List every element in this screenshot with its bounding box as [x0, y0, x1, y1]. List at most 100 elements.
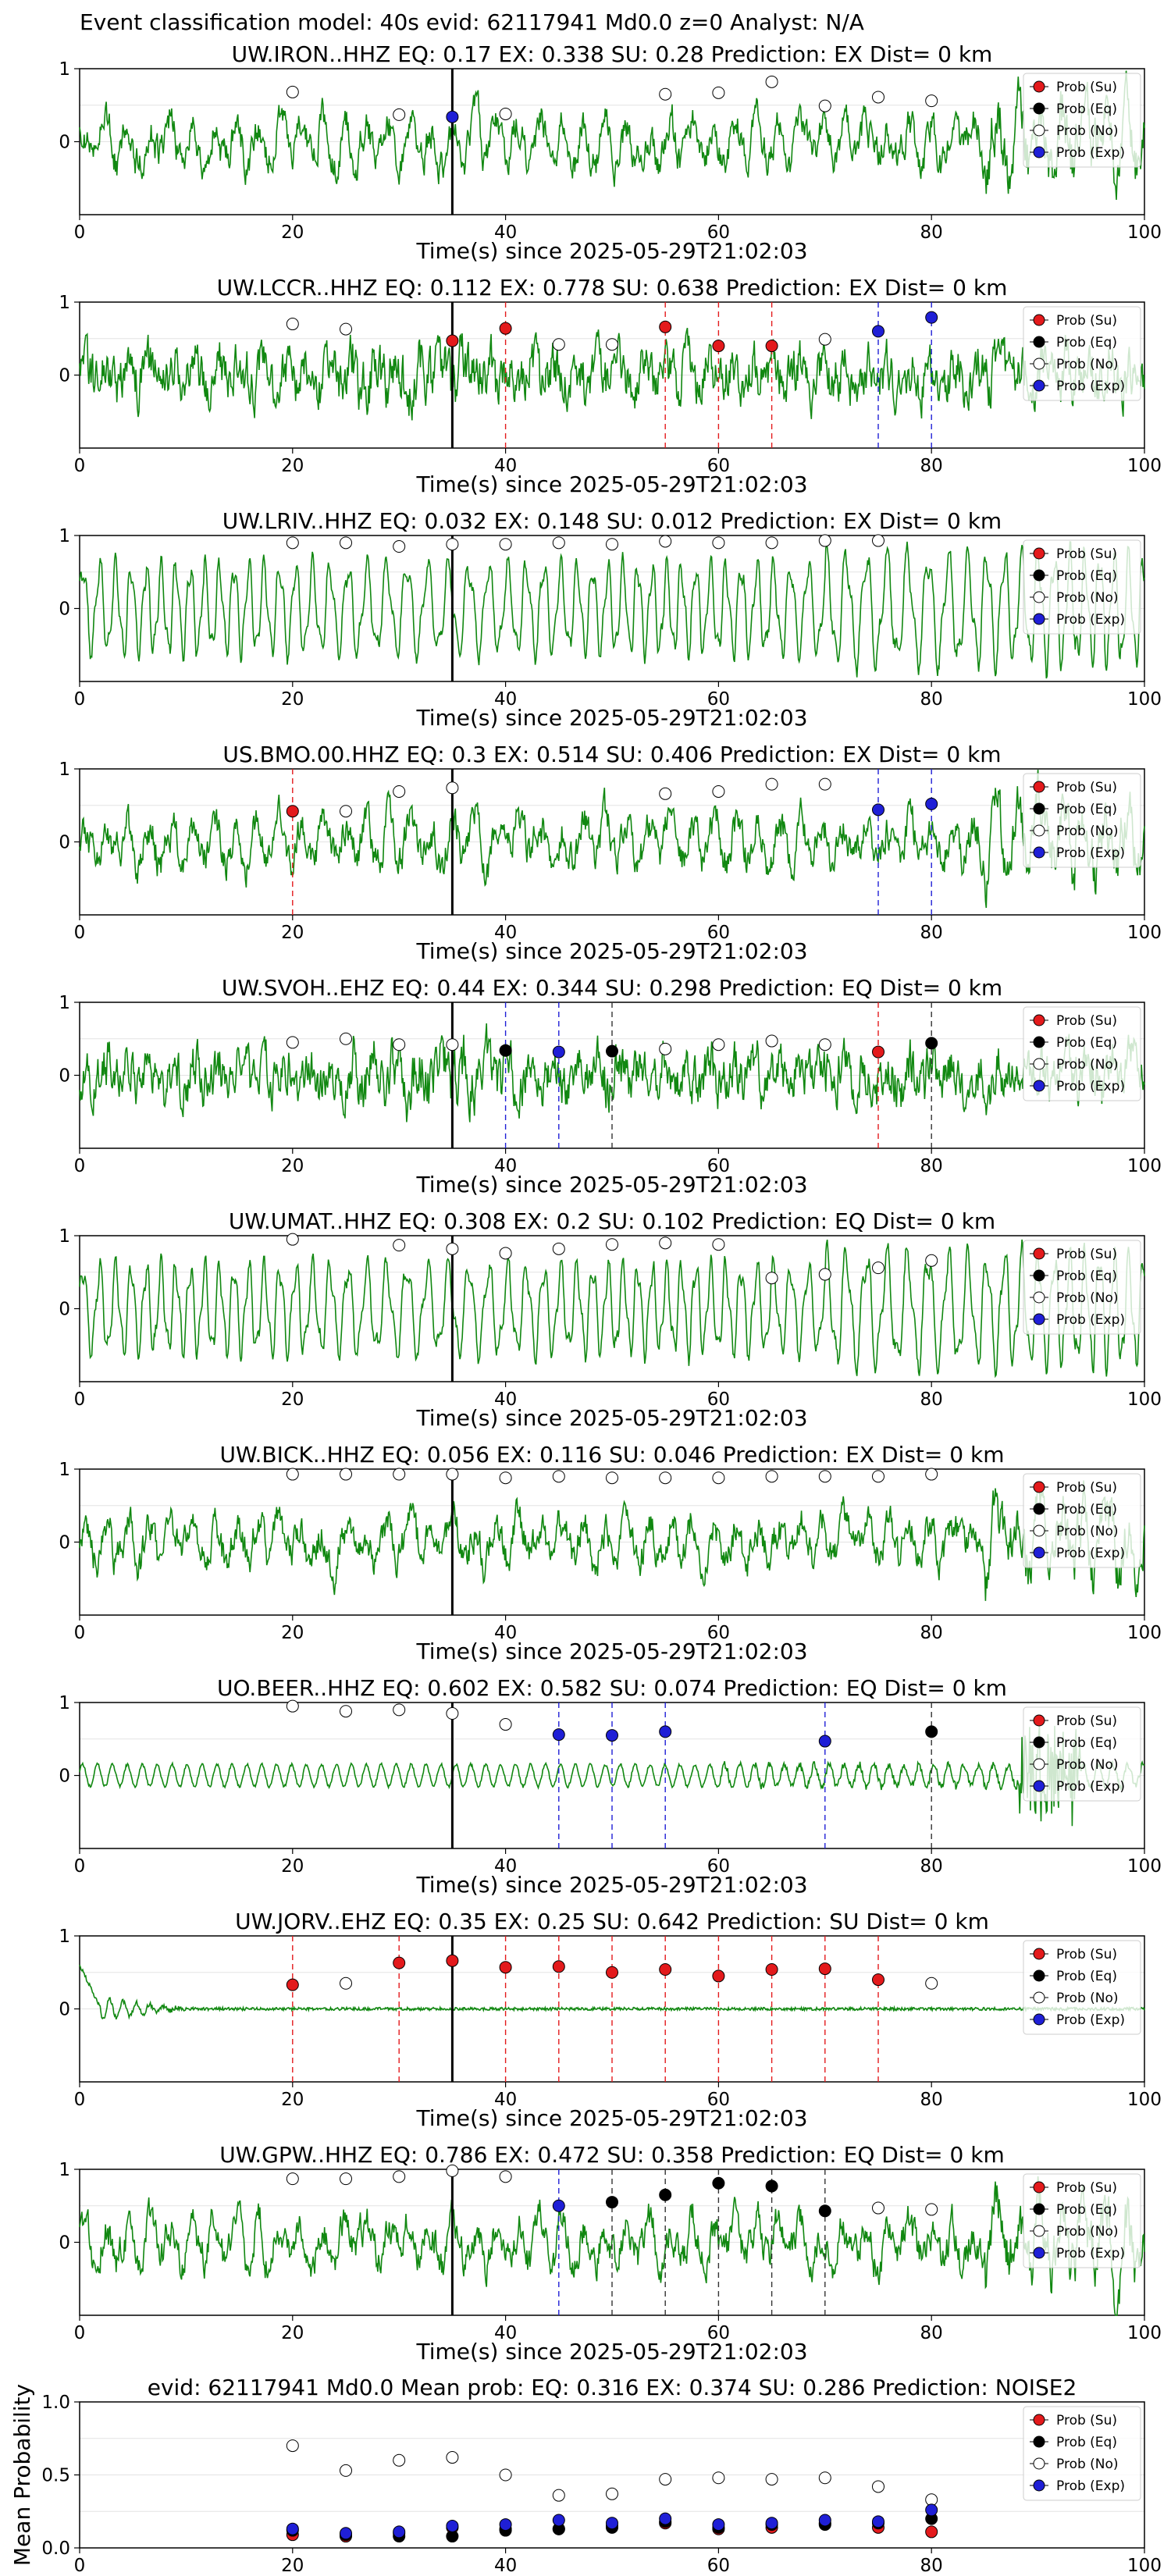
prob-point-no	[712, 1038, 725, 1051]
legend-label-eq: Prob (Eq)	[1056, 335, 1117, 350]
legend-marker-su	[1033, 547, 1045, 560]
legend-label-exp: Prob (Exp)	[1056, 1779, 1125, 1795]
x-tick-label: 100	[1127, 689, 1162, 710]
x-tick-label: 100	[1127, 222, 1162, 243]
prob-point-no	[606, 1471, 618, 1485]
prob-point-no	[446, 1468, 459, 1481]
legend-label-su: Prob (Su)	[1056, 1013, 1117, 1029]
legend-label-no: Prob (No)	[1056, 1757, 1119, 1773]
mean-point-no	[286, 2439, 299, 2453]
mean-point-no	[606, 2487, 618, 2500]
x-tick-label: 80	[920, 2323, 943, 2343]
legend-marker-no	[1033, 1991, 1045, 2004]
mean-point-no	[818, 2471, 831, 2485]
legend-box	[1023, 73, 1141, 168]
y-tick-label: 0	[59, 1300, 70, 1320]
legend-marker-no	[1033, 2457, 1045, 2470]
x-tick-label: 40	[494, 1389, 517, 1410]
mean-point-exp	[446, 2519, 459, 2532]
x-tick-label: 20	[281, 2090, 304, 2110]
mean-point-no	[446, 2451, 459, 2464]
prob-point-no	[659, 535, 672, 548]
prob-point-no	[818, 333, 831, 346]
legend-label-su: Prob (Su)	[1056, 1713, 1117, 1729]
prob-point-no	[925, 94, 938, 108]
legend-marker-exp	[1033, 2013, 1045, 2026]
x-axis-label: Time(s) since 2025-05-29T21:02:03	[415, 1638, 807, 1664]
prob-point-su	[765, 1963, 778, 1976]
legend-label-no: Prob (No)	[1056, 1991, 1119, 2006]
prob-point-exp	[446, 110, 459, 123]
prob-point-no	[925, 1254, 938, 1267]
legend-marker-no	[1033, 1058, 1045, 1070]
legend-label-exp: Prob (Exp)	[1056, 1312, 1125, 1328]
panel-title: UW.GPW..HHZ EQ: 0.786 EX: 0.472 SU: 0.35…	[219, 2142, 1005, 2168]
x-tick-label: 0	[74, 222, 86, 243]
legend-marker-su	[1033, 781, 1045, 793]
legend-label-exp: Prob (Exp)	[1056, 612, 1125, 628]
prob-point-exp	[606, 1729, 618, 1742]
prob-point-su	[552, 1960, 565, 1973]
legend-marker-eq	[1033, 1503, 1045, 1515]
legend-label-exp: Prob (Exp)	[1056, 1546, 1125, 1561]
prob-point-no	[446, 781, 459, 795]
legend-label-su: Prob (Su)	[1056, 546, 1117, 562]
x-tick-label: 40	[494, 923, 517, 943]
y-tick-label: 1	[59, 1927, 70, 1947]
prob-point-no	[818, 534, 831, 547]
x-axis-label: Time(s) since 2025-05-29T21:02:03	[415, 471, 807, 497]
x-tick-label: 0	[74, 1156, 86, 1176]
x-tick-label: 60	[707, 1623, 730, 1643]
x-tick-label: 0	[74, 1623, 86, 1643]
legend-marker-eq	[1033, 569, 1045, 582]
legend-marker-su	[1033, 1247, 1045, 1260]
x-tick-label: 40	[494, 689, 517, 710]
prob-point-no	[606, 338, 618, 351]
legend-marker-exp	[1033, 1080, 1045, 1092]
prob-point-exp	[552, 2199, 565, 2212]
prob-point-exp	[552, 1045, 565, 1059]
legend-label-eq: Prob (Eq)	[1056, 802, 1117, 817]
legend-label-su: Prob (Su)	[1056, 2180, 1117, 2196]
prob-point-no	[286, 2172, 299, 2186]
legend-marker-su	[1033, 2414, 1045, 2426]
prob-point-no	[659, 1042, 672, 1055]
prob-point-no	[872, 91, 884, 104]
y-tick-label: 1	[59, 59, 70, 80]
prob-point-eq	[925, 1037, 938, 1050]
station-panel: UO.BEER..HHZ EQ: 0.602 EX: 0.582 SU: 0.0…	[59, 1675, 1162, 1898]
panel-title: evid: 62117941 Md0.0 Mean prob: EQ: 0.31…	[148, 2375, 1077, 2400]
x-axis-label: Time(s) since 2025-05-29T21:02:03	[415, 238, 807, 264]
legend-label-no: Prob (No)	[1056, 824, 1119, 839]
legend-label-exp: Prob (Exp)	[1056, 2012, 1125, 2028]
station-panel: UW.LCCR..HHZ EQ: 0.112 EX: 0.778 SU: 0.6…	[59, 275, 1162, 497]
x-tick-label: 80	[920, 1623, 943, 1643]
x-tick-label: 0	[74, 2556, 86, 2576]
waveform-trace	[79, 327, 1145, 421]
y-tick-label: 1	[59, 993, 70, 1013]
x-tick-label: 20	[281, 923, 304, 943]
prob-point-no	[340, 536, 352, 550]
x-tick-label: 60	[707, 1389, 730, 1410]
x-tick-label: 60	[707, 456, 730, 476]
prob-point-su	[446, 334, 459, 347]
prob-point-no	[659, 1471, 672, 1485]
legend-marker-eq	[1033, 1969, 1045, 1982]
legend-label-eq: Prob (Eq)	[1056, 101, 1117, 117]
prob-point-no	[340, 1705, 352, 1718]
x-tick-label: 20	[281, 689, 304, 710]
legend-box	[1023, 1240, 1141, 1335]
legend-marker-no	[1033, 358, 1045, 370]
mean-point-exp	[393, 2525, 406, 2539]
x-tick-label: 60	[707, 1856, 730, 1877]
prob-point-eq	[712, 2176, 725, 2190]
x-tick-label: 80	[920, 923, 943, 943]
legend-box	[1023, 1940, 1141, 2035]
prob-point-no	[659, 87, 672, 101]
panel-title: UW.SVOH..EHZ EQ: 0.44 EX: 0.344 SU: 0.29…	[222, 975, 1002, 1001]
legend-label-eq: Prob (Eq)	[1056, 1035, 1117, 1051]
prob-point-no	[393, 785, 406, 798]
station-panel: US.BMO.00.HHZ EQ: 0.3 EX: 0.514 SU: 0.40…	[59, 742, 1162, 964]
legend-label-eq: Prob (Eq)	[1056, 1268, 1117, 1284]
prob-point-no	[872, 2201, 884, 2215]
